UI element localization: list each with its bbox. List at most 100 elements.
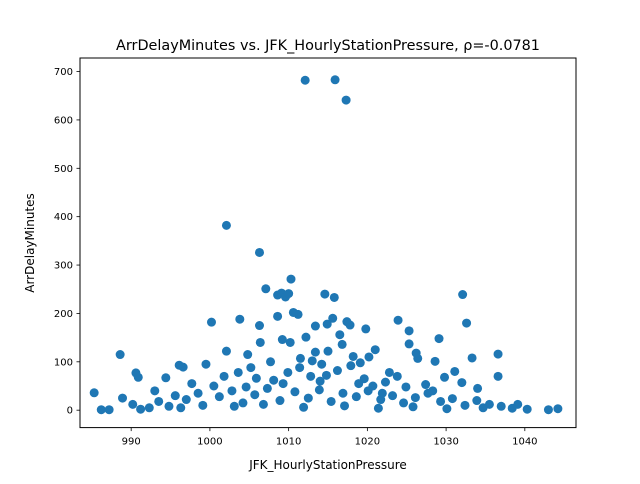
data-point-35 <box>364 352 374 362</box>
y-axis-ticks: 0 100 200 300 400 500 600 700 <box>54 67 80 417</box>
data-point-33 <box>285 337 295 347</box>
data-point-131 <box>332 366 342 376</box>
y-tick-label-300: 300 <box>54 261 73 272</box>
data-point-26 <box>322 319 332 329</box>
data-point-99 <box>314 385 324 395</box>
data-point-34 <box>370 345 380 355</box>
y-tick-label-0: 0 <box>67 406 73 417</box>
data-point-53 <box>233 367 243 377</box>
y-tick-label-600: 600 <box>54 115 73 126</box>
data-point-87 <box>170 391 180 401</box>
data-point-103 <box>363 386 373 396</box>
data-point-106 <box>399 398 409 408</box>
data-point-141 <box>354 379 364 389</box>
data-point-81 <box>118 393 128 403</box>
data-point-41 <box>221 346 231 356</box>
data-point-136 <box>346 361 356 371</box>
data-point-74 <box>278 379 288 389</box>
data-point-0 <box>300 75 310 85</box>
data-point-137 <box>283 367 293 377</box>
data-point-44 <box>310 347 320 357</box>
data-point-86 <box>164 401 174 411</box>
data-point-142 <box>321 370 331 380</box>
data-point-10 <box>284 289 294 299</box>
data-point-97 <box>290 387 300 397</box>
data-point-27 <box>310 321 320 331</box>
data-point-126 <box>408 402 418 412</box>
data-point-67 <box>493 371 503 381</box>
data-point-18 <box>345 320 355 330</box>
data-point-38 <box>434 334 444 344</box>
data-point-133 <box>380 377 390 387</box>
data-point-79 <box>96 405 106 415</box>
data-point-31 <box>301 332 311 342</box>
data-point-118 <box>543 405 553 415</box>
data-point-11 <box>320 289 330 299</box>
data-point-30 <box>337 339 347 349</box>
data-point-51 <box>201 359 211 369</box>
data-point-40 <box>493 349 503 359</box>
data-point-59 <box>384 367 394 377</box>
data-point-37 <box>404 339 414 349</box>
x-tick-label-1010: 1010 <box>276 437 301 448</box>
data-point-83 <box>136 404 146 414</box>
data-point-32 <box>277 335 287 345</box>
data-point-112 <box>472 396 482 406</box>
data-point-45 <box>323 346 333 356</box>
data-point-70 <box>411 348 421 358</box>
data-point-58 <box>355 358 365 368</box>
data-point-78 <box>89 388 99 398</box>
data-point-55 <box>266 357 276 367</box>
data-point-138 <box>401 382 411 392</box>
y-tick-label-500: 500 <box>54 164 73 175</box>
data-point-110 <box>447 394 457 404</box>
data-point-50 <box>178 362 188 372</box>
data-point-16 <box>206 317 216 327</box>
data-point-135 <box>307 356 317 366</box>
data-point-4 <box>255 247 264 257</box>
data-point-140 <box>428 386 438 396</box>
data-point-105 <box>388 391 398 401</box>
data-point-12 <box>329 292 339 302</box>
data-point-57 <box>317 359 327 369</box>
data-point-120 <box>176 403 186 413</box>
x-tick-label-1040: 1040 <box>512 437 537 448</box>
data-point-119 <box>553 404 563 414</box>
x-tick-label-1030: 1030 <box>433 437 458 448</box>
x-axis-ticks: 990 1000 1010 1020 1030 1040 <box>122 427 538 448</box>
data-point-63 <box>457 378 467 388</box>
data-point-13 <box>458 290 468 300</box>
data-point-68 <box>161 373 171 383</box>
data-point-2 <box>341 95 351 105</box>
data-point-46 <box>115 350 125 360</box>
data-point-20 <box>404 326 414 336</box>
data-point-101 <box>338 388 348 398</box>
data-point-102 <box>351 392 361 402</box>
data-point-77 <box>150 386 160 396</box>
data-point-125 <box>373 403 383 413</box>
data-point-93 <box>238 398 248 408</box>
data-point-130 <box>306 371 316 381</box>
data-point-82 <box>128 399 138 409</box>
data-point-143 <box>377 388 387 398</box>
data-point-85 <box>154 396 164 406</box>
data-point-75 <box>241 382 251 392</box>
data-point-43 <box>255 337 265 347</box>
data-point-71 <box>440 372 450 382</box>
data-point-98 <box>303 393 313 403</box>
data-point-14 <box>393 315 403 325</box>
data-point-15 <box>235 314 245 324</box>
data-point-123 <box>299 402 309 412</box>
data-point-24 <box>288 307 298 317</box>
data-point-6 <box>261 284 271 294</box>
data-point-92 <box>227 386 237 396</box>
data-point-1 <box>330 75 340 85</box>
data-point-114 <box>496 401 506 411</box>
data-point-52 <box>219 371 229 381</box>
data-point-73 <box>315 376 325 386</box>
data-point-76 <box>209 381 219 391</box>
data-point-80 <box>104 405 114 415</box>
data-point-28 <box>255 321 264 331</box>
data-point-22 <box>273 311 283 321</box>
